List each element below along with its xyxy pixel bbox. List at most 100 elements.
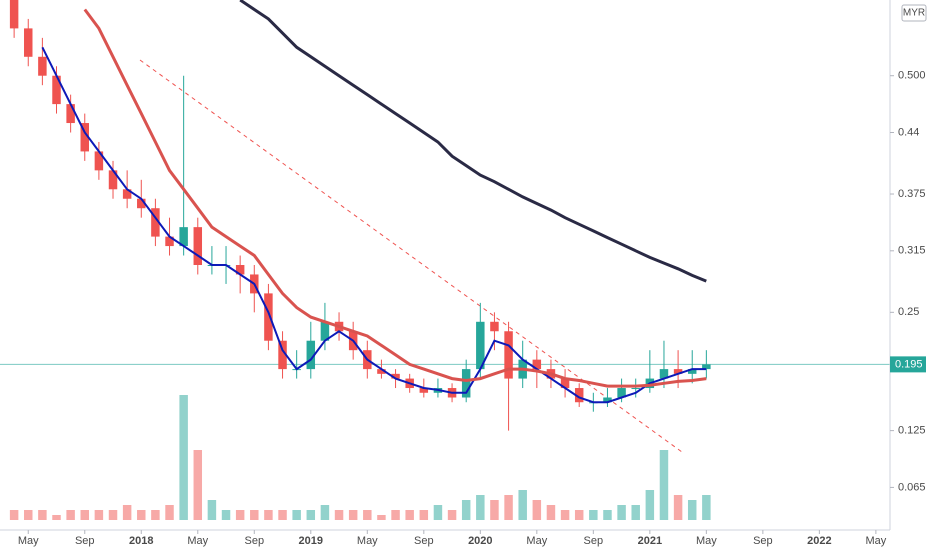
- candle-body: [476, 321, 485, 370]
- x-tick-label: Sep: [75, 535, 95, 547]
- volume-bar: [306, 510, 316, 520]
- volume-bar: [532, 500, 542, 520]
- candle-body: [235, 265, 245, 275]
- candle-body: [9, 0, 19, 29]
- volume-bar: [137, 510, 146, 520]
- x-tick-label: May: [18, 535, 39, 547]
- candle-body: [702, 364, 711, 370]
- candle-body: [80, 123, 89, 152]
- candle-body: [122, 189, 132, 199]
- volume-bar: [673, 495, 683, 520]
- x-tick-label: Sep: [584, 535, 604, 547]
- y-tick-label: 0.25: [898, 306, 919, 318]
- volume-bar: [702, 495, 711, 520]
- volume-bar: [560, 510, 570, 520]
- volume-bar: [433, 505, 443, 520]
- volume-bar: [687, 500, 697, 520]
- volume-bar: [447, 510, 457, 520]
- plot-area: [0, 0, 890, 520]
- volume-bar: [108, 510, 118, 520]
- x-tick-label: May: [357, 535, 378, 547]
- x-tick-label: May: [187, 535, 208, 547]
- volume-bar: [94, 510, 104, 520]
- volume-bar: [207, 500, 217, 520]
- volume-bar: [631, 505, 640, 520]
- volume-bar: [574, 510, 584, 520]
- y-tick-label: 0.065: [898, 481, 926, 493]
- volume-bar: [179, 395, 188, 520]
- volume-bar: [122, 505, 132, 520]
- x-tick-label: Sep: [753, 535, 773, 547]
- volume-bar: [589, 510, 598, 520]
- y-tick-label: 0.44: [898, 126, 919, 138]
- volume-bar: [348, 510, 358, 520]
- candle-body: [617, 388, 626, 398]
- volume-bar: [504, 495, 513, 520]
- volume-bar: [659, 450, 669, 520]
- volume-bar: [603, 510, 612, 520]
- moving-average: [239, 0, 707, 283]
- x-tick-label: May: [865, 535, 886, 547]
- candle-body: [687, 369, 697, 374]
- y-tick-label: 0.375: [898, 188, 926, 200]
- x-tick-label: Sep: [414, 535, 434, 547]
- candle-body: [179, 227, 188, 247]
- y-tick-label: 0.500: [898, 70, 926, 82]
- volume-bar: [391, 510, 400, 520]
- x-tick-label: May: [526, 535, 547, 547]
- currency-box[interactable]: [901, 4, 927, 22]
- candle-body: [659, 369, 669, 379]
- volume-bar: [476, 495, 485, 520]
- volume-bar: [292, 510, 301, 520]
- candle-body: [151, 208, 160, 237]
- volume-bar: [645, 490, 655, 520]
- candle-body: [490, 321, 499, 332]
- volume-bar: [377, 515, 386, 520]
- candle-body: [377, 369, 386, 374]
- volume-bar: [490, 500, 499, 520]
- price-tag-label: 0.195: [895, 358, 923, 370]
- x-tick-label: 2022: [807, 535, 831, 547]
- candle-body: [673, 369, 683, 374]
- x-tick-label: 2021: [638, 535, 662, 547]
- volume-bar: [518, 490, 527, 520]
- volume-bar: [24, 510, 33, 520]
- x-tick-label: 2018: [129, 535, 153, 547]
- moving-average: [41, 46, 707, 404]
- candle-body: [108, 170, 118, 190]
- volume-bar: [66, 510, 75, 520]
- candle-body: [137, 198, 146, 209]
- candle-body: [419, 388, 429, 393]
- volume-bar: [405, 510, 414, 520]
- volume-bar: [320, 505, 330, 520]
- y-tick-label: 0.125: [898, 425, 926, 437]
- candle-body: [193, 227, 203, 265]
- volume-bar: [334, 510, 344, 520]
- x-tick-label: 2019: [299, 535, 323, 547]
- candle-body: [560, 378, 570, 389]
- volume-bar: [193, 450, 203, 520]
- moving-average: [83, 8, 707, 388]
- x-tick-label: 2020: [468, 535, 492, 547]
- x-tick-label: May: [696, 535, 717, 547]
- candle-body: [306, 340, 316, 370]
- candle-body: [631, 388, 640, 390]
- volume-bar: [165, 505, 174, 520]
- volume-bar: [80, 510, 89, 520]
- candle-body: [603, 397, 612, 403]
- y-tick-label: 0.315: [898, 245, 926, 257]
- candle-body: [52, 75, 61, 105]
- candle-body: [38, 56, 47, 76]
- candle-body: [278, 340, 287, 370]
- volume-bar: [419, 510, 429, 520]
- candle-body: [461, 369, 471, 398]
- volume-bar: [9, 510, 19, 520]
- volume-bar: [38, 510, 47, 520]
- x-tick-label: Sep: [244, 535, 264, 547]
- candle-body: [264, 293, 273, 341]
- price-tag: [890, 356, 926, 373]
- candle-body: [574, 388, 584, 403]
- volume-bar: [461, 500, 471, 520]
- candle-body: [94, 151, 104, 171]
